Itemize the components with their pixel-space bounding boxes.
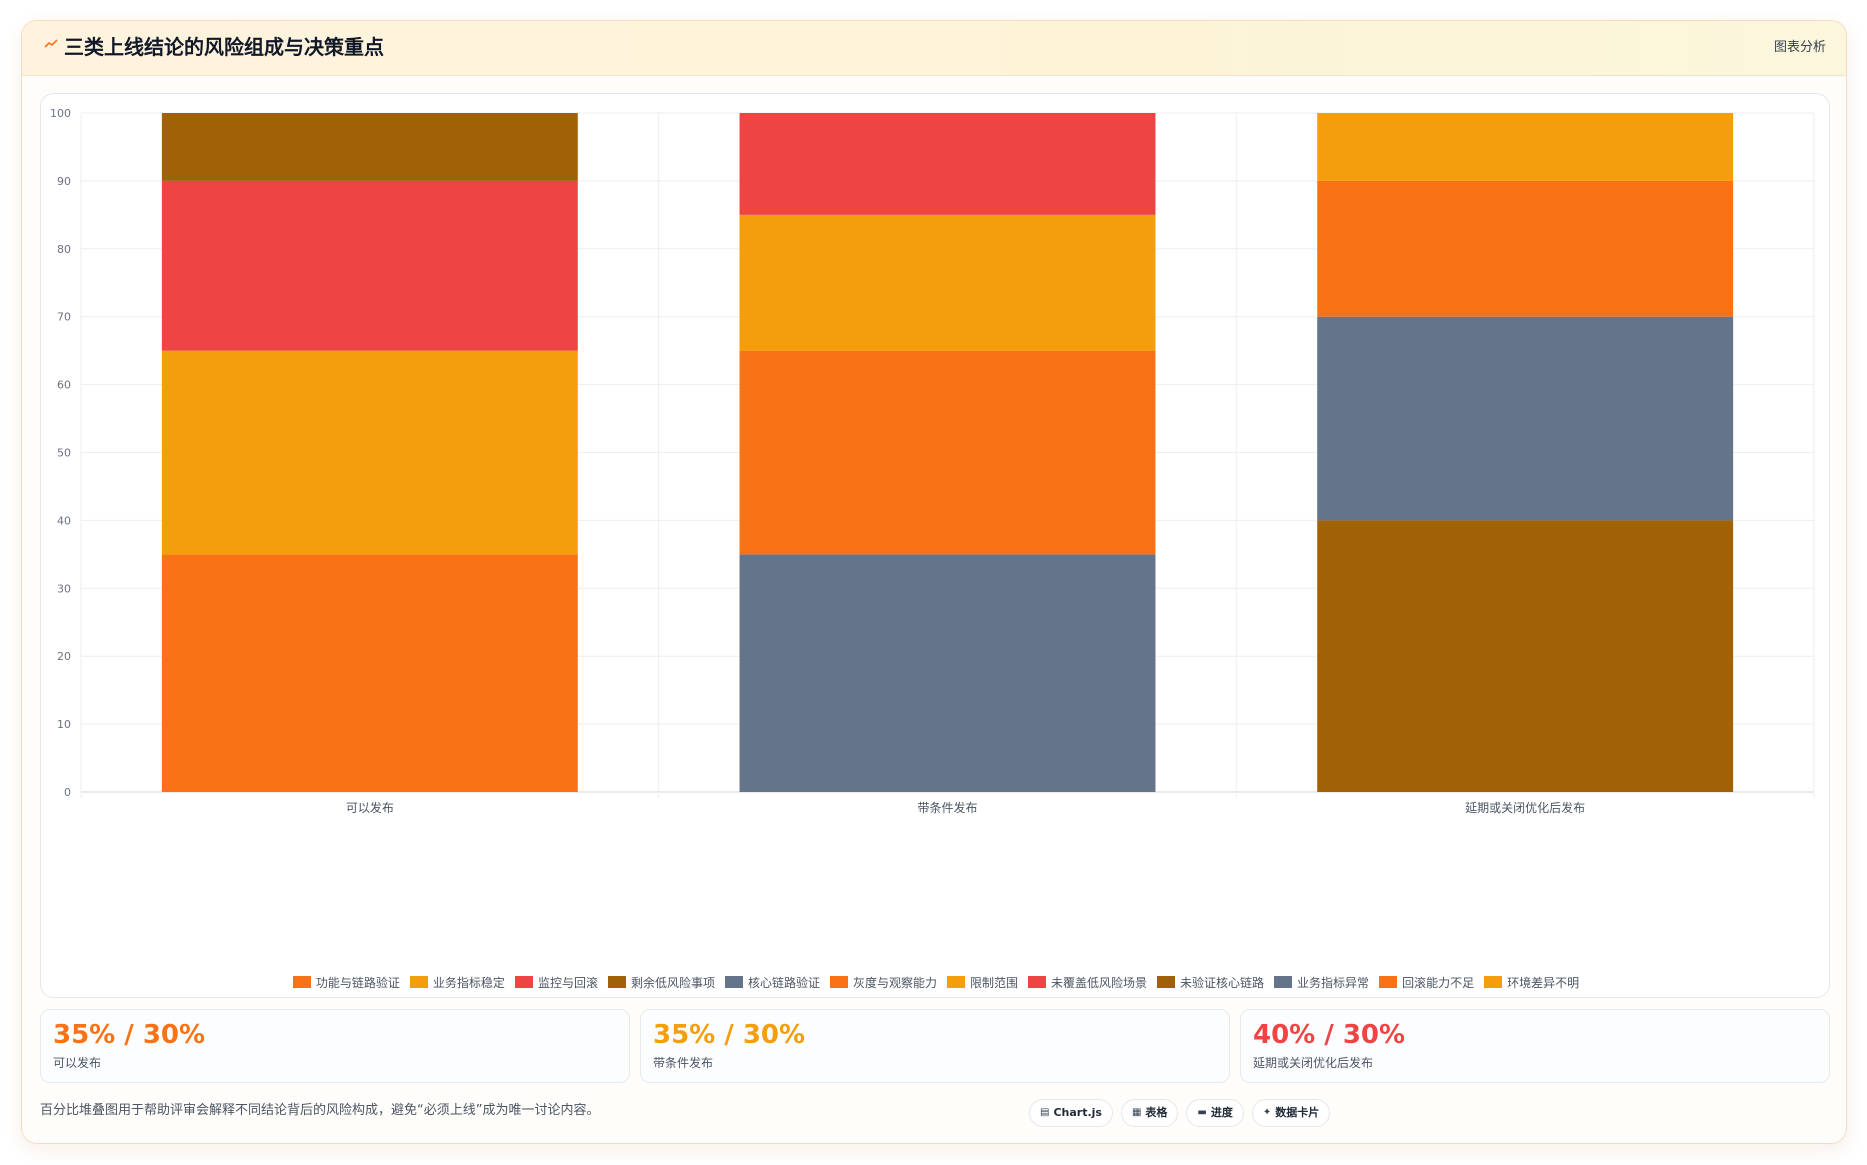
bar-segment (739, 350, 1156, 555)
chart-line-icon (42, 37, 60, 55)
chip-label: 表格 (1145, 1106, 1168, 1119)
bar-segment (161, 180, 578, 351)
y-tick-label: 100 (50, 107, 71, 120)
bar-segment (739, 113, 1156, 215)
bar-segment (1317, 520, 1734, 792)
card-header: 三类上线结论的风险组成与决策重点 图表分析 (22, 21, 1846, 76)
y-tick-label: 90 (57, 175, 71, 188)
legend-swatch (409, 976, 428, 988)
legend-item[interactable]: 回滚能力不足 (1379, 974, 1474, 991)
y-tick-label: 80 (57, 243, 71, 256)
legend-label: 灰度与观察能力 (852, 975, 937, 990)
stat-card-conditional: 35% / 30% 带条件发布 (640, 1009, 1230, 1083)
legend-label: 环境差异不明 (1507, 975, 1580, 990)
chart-legend: 功能与链路验证 业务指标稳定 监控与回滚 剩余低风险事项 核心链路验证 灰度与观察能力 限制… (41, 972, 1831, 992)
legend-swatch (1274, 976, 1293, 988)
chart-icon: ▤ (1040, 1107, 1050, 1118)
legend-item[interactable]: 功能与链路验证 (292, 974, 400, 991)
footer-note: 百分比堆叠图用于帮助评审会解释不同结论背后的风险构成，避免“必须上线”成为唯一讨… (40, 1103, 600, 1118)
legend-swatch (829, 976, 848, 988)
sparkle-icon: ✦ (1262, 1107, 1272, 1118)
bar-segment (1317, 316, 1734, 521)
legend-swatch (1484, 976, 1503, 988)
stacked-bar-chart: 0 10 20 30 40 50 60 70 80 90 100 可以发布 带条件发布 延期或关闭优化后发… (50, 107, 1815, 815)
legend-item[interactable]: 环境差异不明 (1484, 974, 1579, 991)
bar-segment (739, 554, 1156, 792)
legend-label: 回滚能力不足 (1402, 975, 1475, 990)
stat-label: 可以发布 (53, 1056, 102, 1070)
legend-item[interactable]: 监控与回滚 (514, 974, 598, 991)
legend-swatch (607, 976, 626, 988)
bar-segment (1317, 113, 1734, 181)
legend-item[interactable]: 灰度与观察能力 (829, 974, 937, 991)
legend-item[interactable]: 剩余低风险事项 (607, 974, 715, 991)
chart-card: 三类上线结论的风险组成与决策重点 图表分析 0 10 20 30 40 50 60 70 80 9… (21, 20, 1847, 1144)
legend-swatch (514, 976, 533, 988)
legend-item[interactable]: 业务指标稳定 (409, 974, 505, 991)
chip-progress[interactable]: ▬ 进度 (1186, 1099, 1244, 1127)
legend-label: 限制范围 (970, 975, 1019, 990)
legend-swatch (724, 976, 743, 988)
legend-item[interactable]: 业务指标异常 (1274, 974, 1369, 991)
chip-data-card[interactable]: ✦ 数据卡片 (1251, 1099, 1331, 1127)
chip-label: 数据卡片 (1275, 1106, 1320, 1119)
legend-label: 未覆盖低风险场景 (1051, 975, 1148, 990)
stat-label: 延期或关闭优化后发布 (1253, 1056, 1374, 1070)
chip-label: 进度 (1210, 1106, 1233, 1119)
legend-item[interactable]: 未覆盖低风险场景 (1028, 974, 1147, 991)
bar-segment (161, 554, 578, 792)
bar-segment (161, 350, 578, 555)
bar-segment (161, 113, 578, 181)
x-tick-label: 延期或关闭优化后发布 (1465, 800, 1585, 815)
legend-label: 核心链路验证 (747, 975, 820, 990)
legend-item[interactable]: 限制范围 (947, 974, 1018, 991)
feature-chips: ▤ Chart.js ▦ 表格 ▬ 进度 ✦ 数据卡片 (1029, 1099, 1331, 1127)
legend-label: 业务指标稳定 (432, 975, 505, 990)
legend-swatch (292, 976, 311, 988)
table-icon: ▦ (1131, 1107, 1142, 1118)
y-tick-label: 30 (57, 582, 71, 595)
legend-label: 功能与链路验证 (315, 975, 400, 990)
y-tick-label: 10 (57, 718, 71, 731)
x-tick-label: 带条件发布 (917, 800, 977, 815)
legend-label: 未验证核心链路 (1180, 975, 1265, 990)
y-tick-label: 40 (57, 514, 71, 527)
chip-chartjs[interactable]: ▤ Chart.js (1029, 1099, 1113, 1127)
bar-segment (1317, 180, 1734, 317)
legend-swatch (1028, 976, 1047, 988)
stat-value: 35% / 30% (53, 1020, 206, 1050)
legend-item[interactable]: 未验证核心链路 (1157, 974, 1264, 991)
chart-title: 三类上线结论的风险组成与决策重点 (64, 35, 384, 59)
y-tick-label: 50 (57, 447, 71, 460)
chart-panel: 0 10 20 30 40 50 60 70 80 90 100 可以发布 带条件发布 延期或关闭优化后发… (40, 93, 1830, 998)
legend-item[interactable]: 核心链路验证 (724, 974, 820, 991)
legend-swatch (1157, 976, 1176, 988)
stat-value: 35% / 30% (653, 1020, 806, 1050)
stat-card-delay: 40% / 30% 延期或关闭优化后发布 (1240, 1009, 1830, 1083)
bar-segment (739, 214, 1156, 351)
chip-table[interactable]: ▦ 表格 (1120, 1099, 1179, 1127)
progress-icon: ▬ (1197, 1107, 1207, 1118)
y-tick-label: 60 (57, 379, 71, 392)
header-tag[interactable]: 图表分析 (1773, 40, 1826, 55)
y-tick-label: 0 (64, 786, 71, 799)
y-tick-label: 70 (57, 311, 71, 324)
legend-label: 业务指标异常 (1297, 975, 1370, 990)
x-tick-label: 可以发布 (346, 800, 394, 815)
legend-label: 监控与回滚 (537, 975, 598, 990)
legend-label: 剩余低风险事项 (630, 975, 715, 990)
stat-value: 40% / 30% (1253, 1020, 1406, 1050)
legend-swatch (1379, 976, 1398, 988)
stat-card-release: 35% / 30% 可以发布 (40, 1009, 630, 1083)
legend-swatch (947, 976, 965, 988)
y-tick-label: 20 (57, 650, 71, 663)
stat-label: 带条件发布 (653, 1056, 714, 1070)
chip-label: Chart.js (1053, 1106, 1102, 1119)
